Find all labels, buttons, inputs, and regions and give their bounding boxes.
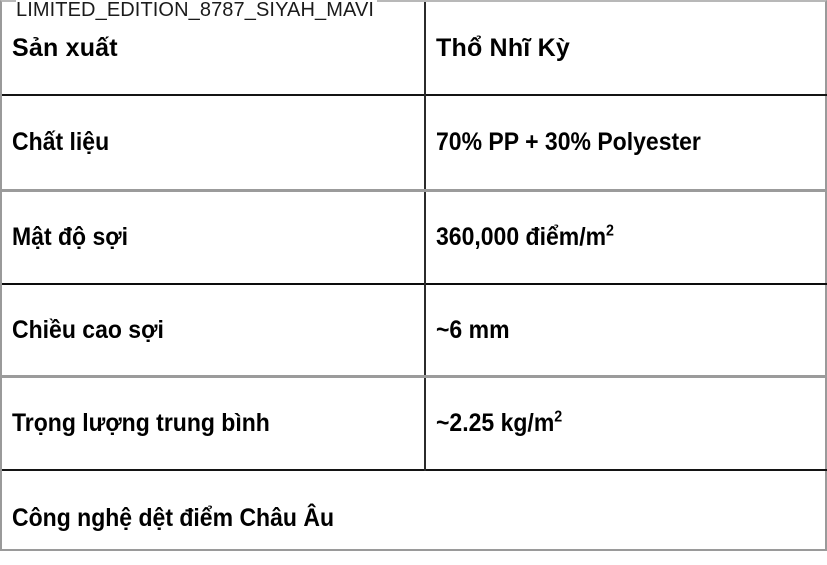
- spec-value-main: ~6 mm: [436, 315, 510, 344]
- spec-label-text: Chiều cao sợi: [12, 315, 164, 344]
- spec-value-text: 360,000 điểm/m2: [436, 223, 614, 252]
- spec-value-text: 70% PP + 30% Polyester: [436, 129, 701, 155]
- spec-label-text: Mật độ sợi: [12, 223, 129, 252]
- table-row: Mật độ sợi 360,000 điểm/m2: [2, 189, 827, 284]
- spec-label-cell: Chất liệu: [2, 94, 426, 191]
- spec-fullwidth-text: Công nghệ dệt điểm Châu Âu: [12, 503, 334, 532]
- spec-fullwidth-cell: Công nghệ dệt điểm Châu Âu: [2, 469, 827, 565]
- spec-value-text: Thổ Nhĩ Kỳ: [436, 34, 570, 62]
- spec-value-text: ~6 mm: [436, 317, 510, 343]
- table-row: Trọng lượng trung bình ~2.25 kg/m2: [2, 375, 827, 470]
- spec-value-text: ~2.25 kg/m2: [436, 409, 563, 438]
- table-row: Chiều cao sợi ~6 mm: [2, 283, 827, 377]
- spec-value-superscript: 2: [554, 409, 563, 427]
- spec-value-main: ~2.25 kg/m: [436, 409, 555, 438]
- spec-value-cell: ~2.25 kg/m2: [425, 375, 827, 470]
- spec-label-cell: Mật độ sợi: [2, 189, 426, 284]
- table-row-full-width: Công nghệ dệt điểm Châu Âu: [2, 469, 827, 565]
- spec-value-main: Thổ Nhĩ Kỳ: [436, 33, 570, 62]
- spec-label-cell: Chiều cao sợi: [2, 283, 426, 377]
- table-row: Chất liệu 70% PP + 30% Polyester: [2, 94, 827, 191]
- spec-label-text: Chất liệu: [12, 128, 110, 157]
- spec-value-cell: 360,000 điểm/m2: [425, 189, 827, 284]
- file-name-caption: LIMITED_EDITION_8787_SIYAH_MAVI: [16, 0, 378, 22]
- spec-value-main: 360,000 điểm/m: [436, 223, 607, 252]
- spec-label-text: Trọng lượng trung bình: [12, 409, 270, 438]
- spec-value-cell: Thổ Nhĩ Kỳ: [425, 2, 827, 95]
- spec-label-text: Sản xuất: [12, 33, 118, 62]
- spec-value-cell: 70% PP + 30% Polyester: [425, 94, 827, 191]
- spec-value-cell: ~6 mm: [425, 283, 827, 377]
- spec-value-main: 70% PP + 30% Polyester: [436, 128, 701, 157]
- spec-value-superscript: 2: [606, 223, 614, 241]
- spec-label-cell: Trọng lượng trung bình: [2, 375, 426, 470]
